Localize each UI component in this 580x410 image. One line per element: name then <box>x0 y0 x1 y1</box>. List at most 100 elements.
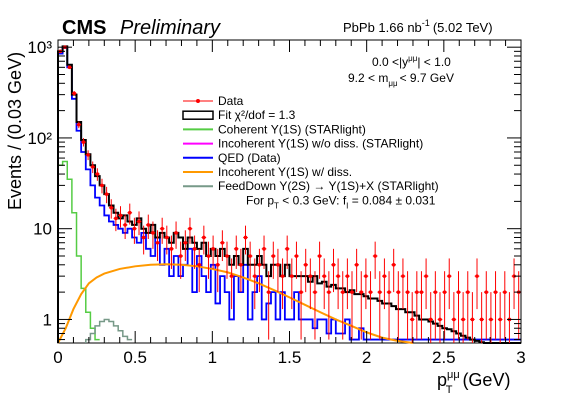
data-marker <box>368 290 373 294</box>
feeddown-histogram <box>85 318 133 343</box>
data-marker <box>81 140 86 144</box>
data-point <box>400 258 406 310</box>
data-point <box>446 258 452 310</box>
data-marker <box>137 219 141 224</box>
y-tick-label: 10 <box>33 220 52 239</box>
data-point <box>275 248 281 293</box>
lumi-exponent: -1 <box>422 18 430 28</box>
data-marker <box>350 290 354 294</box>
data-marker <box>294 254 299 258</box>
data-marker <box>424 274 428 278</box>
data-point <box>164 225 170 255</box>
legend-label: For pT < 0.3 GeV: fI = 0.084 ± 0.031 <box>246 193 436 210</box>
data-point <box>317 241 322 279</box>
data-point <box>368 271 373 340</box>
data-point <box>90 161 96 174</box>
data-point <box>81 138 86 147</box>
data-marker <box>438 317 442 322</box>
data-point <box>141 225 146 255</box>
data-marker <box>280 274 285 278</box>
data-point <box>155 230 160 262</box>
x-tick-label: 1 <box>208 348 217 367</box>
data-point <box>483 271 489 340</box>
y-tick-label: 1 <box>43 310 52 329</box>
data-point <box>270 241 276 279</box>
y-axis-ticks: 1 10 10² 10³ <box>27 38 521 341</box>
data-point <box>321 258 327 310</box>
data-point <box>414 271 420 340</box>
data-point <box>243 225 248 255</box>
data-point <box>428 292 434 343</box>
cms-label: CMS <box>62 17 106 39</box>
data-point <box>433 271 438 340</box>
data-marker <box>202 235 206 240</box>
data-point <box>451 292 457 343</box>
data-point <box>405 271 410 340</box>
legend-entry: QED (Data) <box>183 151 281 165</box>
x-axis-ticks: 0 0.5 1 1.5 2 2.5 3 <box>53 40 526 367</box>
data-point <box>257 248 262 293</box>
y-axis-title: Events / (0.03 GeV) <box>5 52 25 210</box>
data-point <box>113 208 119 232</box>
data-marker <box>498 317 502 322</box>
legend-fi-part: For p <box>246 193 274 207</box>
data-marker <box>100 183 104 188</box>
data-point <box>442 271 447 340</box>
data-point <box>261 235 267 269</box>
data-point <box>516 271 521 340</box>
data-marker <box>248 254 252 258</box>
data-point <box>85 150 91 161</box>
data-marker <box>183 240 188 245</box>
data-point <box>206 241 211 279</box>
incoherent-diss-series <box>57 263 414 344</box>
data-marker <box>239 263 243 267</box>
x-tick-label: 2 <box>362 348 371 367</box>
data-marker <box>415 290 419 294</box>
data-point <box>289 258 295 310</box>
data-point <box>331 248 336 293</box>
data-marker <box>123 223 127 227</box>
data-point <box>470 292 475 343</box>
legend-fi-part: = 0.084 ± 0.031 <box>348 193 435 207</box>
data-point <box>308 258 313 310</box>
data-marker <box>151 231 155 235</box>
data-point <box>159 217 165 244</box>
data-marker <box>160 226 164 231</box>
data-point <box>169 235 174 269</box>
data-point <box>220 230 225 262</box>
data-point <box>252 258 258 310</box>
data-marker <box>452 317 456 322</box>
data-point <box>247 241 253 279</box>
data-series <box>58 45 521 343</box>
data-point <box>284 235 290 269</box>
data-point <box>386 271 392 340</box>
data-point <box>178 241 184 279</box>
data-marker <box>354 263 359 267</box>
data-marker <box>479 317 484 322</box>
data-marker <box>229 274 234 278</box>
data-marker <box>215 263 220 267</box>
legend-fi-sub: I <box>346 201 348 210</box>
legend-label: Fit χ²/dof = 1.3 <box>218 108 296 122</box>
data-marker <box>262 247 266 251</box>
data-marker <box>188 226 192 231</box>
data-point <box>419 271 424 340</box>
data-point <box>479 292 484 343</box>
feeddown-series <box>85 318 133 343</box>
data-marker <box>206 254 211 258</box>
data-point <box>183 230 188 262</box>
data-marker <box>396 290 401 294</box>
data-point <box>173 221 179 249</box>
incoherent-diss-curve <box>57 263 414 344</box>
data-marker <box>155 240 160 245</box>
data-marker <box>465 290 470 294</box>
data-point <box>409 292 415 343</box>
legend-label: QED (Data) <box>218 151 281 165</box>
data-marker <box>104 192 109 196</box>
data-marker <box>364 274 368 278</box>
coherent-histogram <box>57 160 100 343</box>
data-point <box>76 121 82 129</box>
data-point <box>488 292 494 343</box>
data-marker <box>331 263 336 267</box>
data-marker <box>220 240 225 245</box>
